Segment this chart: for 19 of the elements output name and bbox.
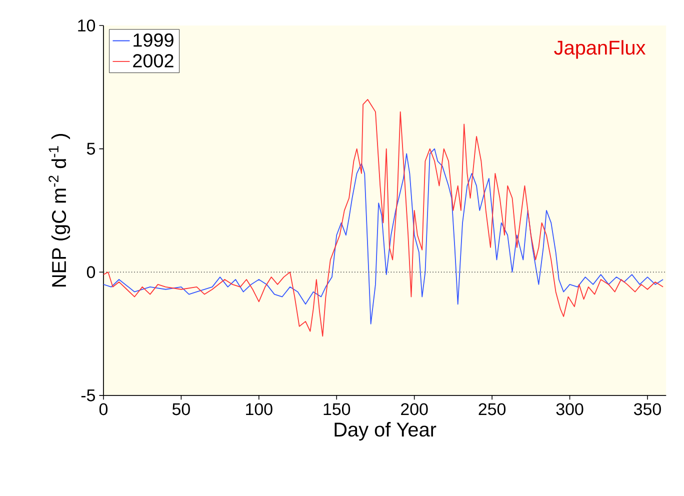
line-series: [103, 148, 664, 324]
y-tick-label: 5: [86, 142, 95, 155]
legend-label: 2002: [133, 54, 174, 68]
x-tick-label: 250: [478, 403, 506, 416]
y-tick-label: 10: [78, 19, 96, 32]
x-axis-title: Day of Year: [334, 422, 436, 441]
y-axis-title: NEP (gC m$^{-2}$ d$^{-1}$ ): [48, 134, 70, 286]
y-tick-label: -5: [81, 389, 95, 402]
x-tick-label: 150: [324, 403, 350, 416]
x-tick-label: 50: [172, 403, 190, 416]
x-tick-label: 300: [556, 403, 584, 416]
annotation: JapanFlux: [554, 40, 646, 59]
line-series: [103, 99, 664, 337]
y-tick-label: 0: [86, 266, 96, 278]
x-tick-label: 350: [634, 403, 661, 416]
x-tick-label: 100: [246, 403, 272, 416]
x-tick-label: 200: [401, 403, 428, 416]
legend-label: 1999: [134, 33, 174, 47]
x-tick-label: 0: [99, 403, 108, 416]
